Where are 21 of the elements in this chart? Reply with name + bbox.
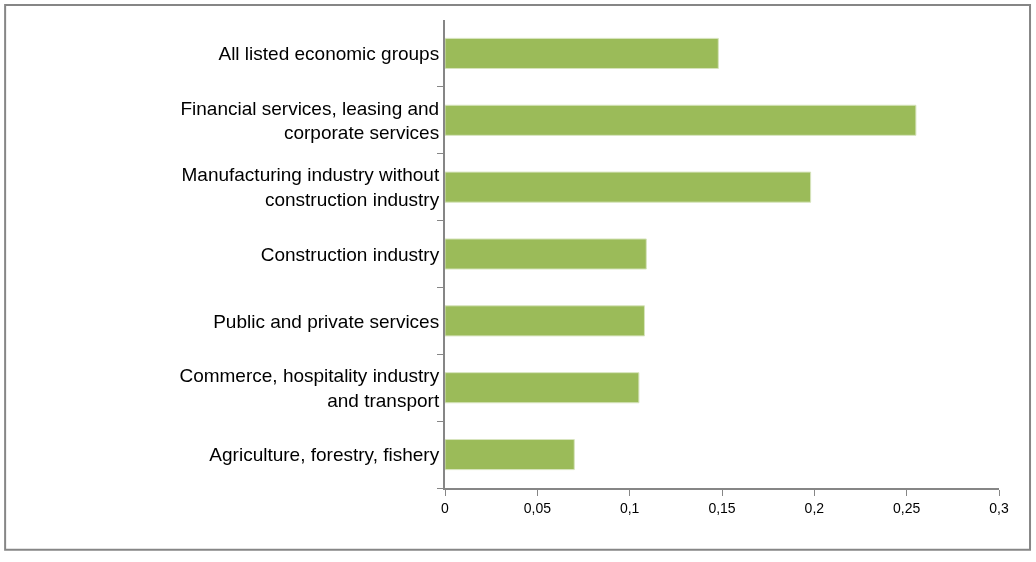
bar — [445, 305, 645, 337]
y-tick-label: Financial services, leasing and corporate services — [180, 97, 440, 144]
y-tick-label: Agriculture, forestry, fishery — [209, 444, 440, 466]
x-tick-label: 0,25 — [893, 499, 921, 516]
y-tick-label: Commerce, hospitality industry and transport — [179, 365, 440, 411]
bar — [445, 104, 917, 136]
bar — [445, 372, 640, 404]
x-tick-label: 0,3 — [989, 499, 1009, 516]
x-tick-label: 0 — [441, 499, 450, 516]
x-tick-label: 0,15 — [708, 499, 736, 516]
y-tick-label: Manufacturing industry without construction industry — [181, 164, 440, 211]
x-tick-label: 0,1 — [619, 499, 640, 516]
y-tick-label: Construction industry — [260, 243, 440, 265]
y-tick-label: All listed economic groups — [218, 43, 440, 65]
y-tick-label: Public and private services — [213, 310, 440, 332]
x-tick-label: 0,05 — [523, 499, 552, 516]
bar — [445, 439, 575, 471]
bar — [445, 171, 812, 203]
bar — [445, 37, 719, 69]
bar — [445, 238, 647, 270]
x-tick-label: 0,2 — [804, 499, 825, 516]
